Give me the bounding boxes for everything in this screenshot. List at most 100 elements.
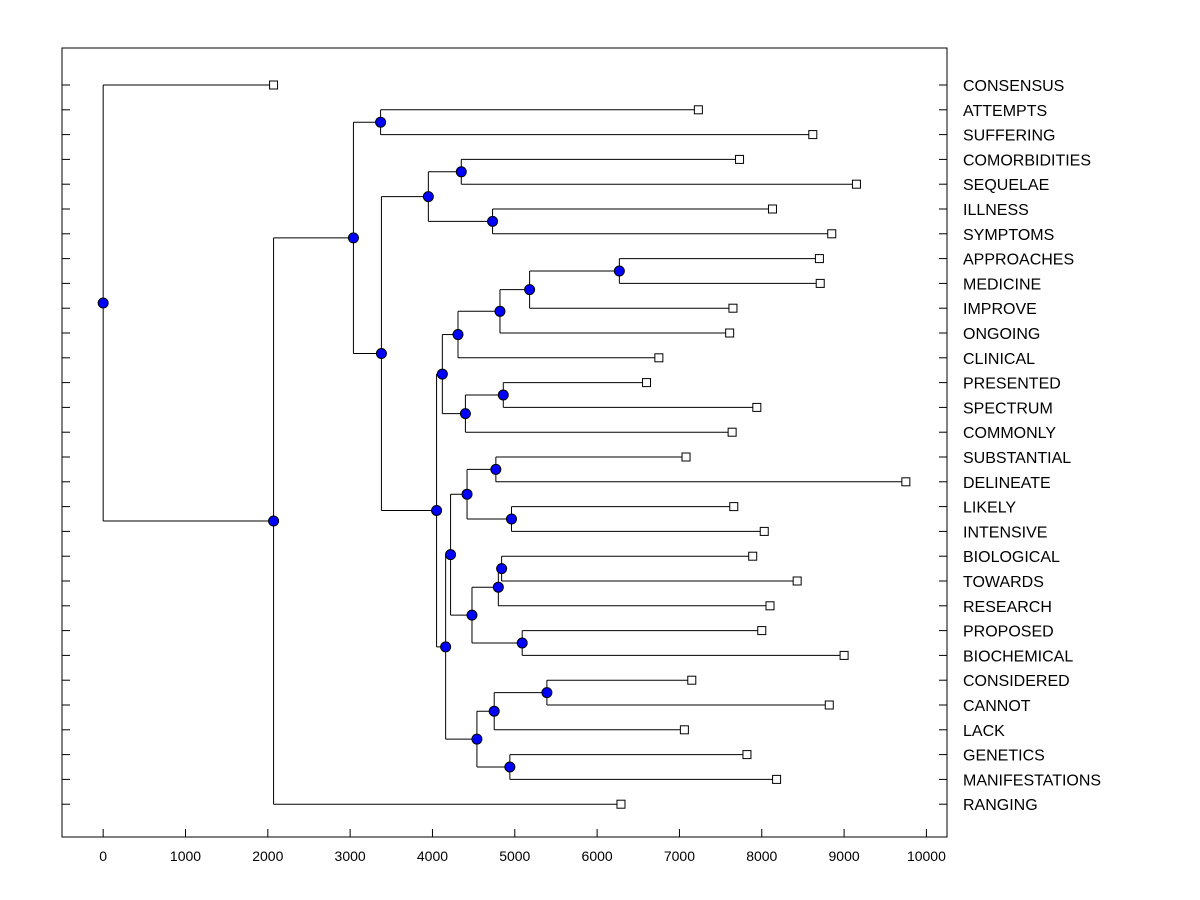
- plot-frame: [61, 47, 948, 838]
- leaf-marker: [851, 179, 861, 189]
- leaf-label: INTENSIVE: [963, 524, 1047, 541]
- leaf-label: SUBSTANTIAL: [963, 450, 1071, 467]
- merge-node: [496, 563, 508, 575]
- leaf-label: SUFFERING: [963, 128, 1055, 145]
- leaf-marker: [772, 774, 782, 784]
- merge-node: [494, 305, 506, 317]
- leaf-marker: [687, 675, 697, 685]
- leaf-marker: [735, 154, 745, 164]
- leaf-label: IMPROVE: [963, 301, 1037, 318]
- leaf-marker: [616, 799, 626, 809]
- merge-node: [524, 284, 536, 296]
- leaf-labels: CONSENSUS ATTEMPTS SUFFERING COMORBIDITIES S…: [963, 78, 1101, 814]
- leaf-marker: [748, 551, 758, 561]
- merge-node: [347, 232, 359, 244]
- leaf-marker: [725, 328, 735, 338]
- leaf-marker: [693, 105, 703, 115]
- leaf-label: APPROACHES: [963, 252, 1074, 269]
- leaf-marker: [727, 427, 737, 437]
- merge-node: [459, 408, 471, 420]
- leaf-marker: [642, 378, 652, 388]
- leaf-marker: [729, 502, 739, 512]
- leaf-label: COMORBIDITIES: [963, 152, 1091, 169]
- merge-node: [471, 733, 483, 745]
- leaf-label: SPECTRUM: [963, 400, 1053, 417]
- leaf-marker: [815, 278, 825, 288]
- merge-node: [497, 389, 509, 401]
- leaf-label: ILLNESS: [963, 202, 1029, 219]
- leaf-marker: [752, 402, 762, 412]
- merge-node: [541, 687, 553, 699]
- leaf-marker: [759, 526, 769, 536]
- tick-marks: [62, 84, 947, 837]
- x-tick-label: 6000: [582, 848, 613, 864]
- leaf-label: BIOLOGICAL: [963, 549, 1060, 566]
- merge-node: [504, 761, 516, 773]
- leaf-label: RANGING: [963, 797, 1038, 814]
- x-tick-label: 9000: [829, 848, 860, 864]
- merge-node: [613, 265, 625, 277]
- merge-node: [268, 515, 280, 527]
- leaf-label: LIKELY: [963, 500, 1016, 517]
- leaf-label: MEDICINE: [963, 276, 1041, 293]
- merge-node: [492, 581, 504, 593]
- leaf-label: SYMPTOMS: [963, 227, 1054, 244]
- leaf-marker: [901, 477, 911, 487]
- merge-node: [445, 549, 457, 561]
- leaf-label: COMMONLY: [963, 425, 1056, 442]
- leaf-marker: [814, 254, 824, 264]
- leaf-marker: [679, 725, 689, 735]
- leaf-label: ONGOING: [963, 326, 1040, 343]
- merge-node: [487, 215, 499, 227]
- leaf-label: GENETICS: [963, 748, 1045, 765]
- leaf-marker: [681, 452, 691, 462]
- merge-node: [488, 705, 500, 717]
- leaf-label: SEQUELAE: [963, 177, 1049, 194]
- merge-node: [375, 348, 387, 360]
- x-tick-label: 8000: [746, 848, 777, 864]
- merge-node: [466, 609, 478, 621]
- x-tick-label: 0: [99, 848, 107, 864]
- leaf-label: PROPOSED: [963, 624, 1054, 641]
- leaf-markers: [269, 80, 911, 809]
- leaf-label: CONSENSUS: [963, 78, 1064, 95]
- x-tick-label: 10000: [907, 848, 946, 864]
- x-tick-label: 3000: [335, 848, 366, 864]
- leaf-label: CONSIDERED: [963, 673, 1070, 690]
- leaf-label: PRESENTED: [963, 376, 1061, 393]
- leaf-marker: [765, 601, 775, 611]
- leaf-marker: [742, 750, 752, 760]
- leaf-label: MANIFESTATIONS: [963, 772, 1101, 789]
- merge-node: [97, 297, 109, 309]
- leaf-label: TOWARDS: [963, 574, 1044, 591]
- x-tick-label: 7000: [664, 848, 695, 864]
- merge-node: [440, 641, 452, 653]
- leaf-marker: [808, 130, 818, 140]
- merge-node: [490, 463, 502, 475]
- leaf-marker: [728, 303, 738, 313]
- merge-node: [505, 513, 517, 525]
- x-tick-labels: 0 1000 2000 3000 4000 5000 6000 7000 8000 9000 100…: [99, 848, 946, 864]
- leaf-label: DELINEATE: [963, 475, 1051, 492]
- merge-node: [375, 116, 387, 128]
- merge-node: [461, 488, 473, 500]
- merge-node: [452, 329, 464, 341]
- leaf-marker: [839, 650, 849, 660]
- leaf-label: RESEARCH: [963, 599, 1052, 616]
- leaf-marker: [757, 626, 767, 636]
- leaf-label: CANNOT: [963, 698, 1031, 715]
- x-tick-label: 2000: [252, 848, 283, 864]
- leaf-marker: [767, 204, 777, 214]
- merge-node: [455, 166, 467, 178]
- leaf-label: LACK: [963, 723, 1005, 740]
- leaf-marker: [827, 229, 837, 239]
- x-tick-label: 4000: [417, 848, 448, 864]
- leaf-marker: [654, 353, 664, 363]
- leaf-marker: [824, 700, 834, 710]
- merge-node: [431, 504, 443, 516]
- leaf-label: CLINICAL: [963, 351, 1035, 368]
- merge-node: [516, 637, 528, 649]
- leaf-label: BIOCHEMICAL: [963, 648, 1073, 665]
- merge-node: [436, 368, 448, 380]
